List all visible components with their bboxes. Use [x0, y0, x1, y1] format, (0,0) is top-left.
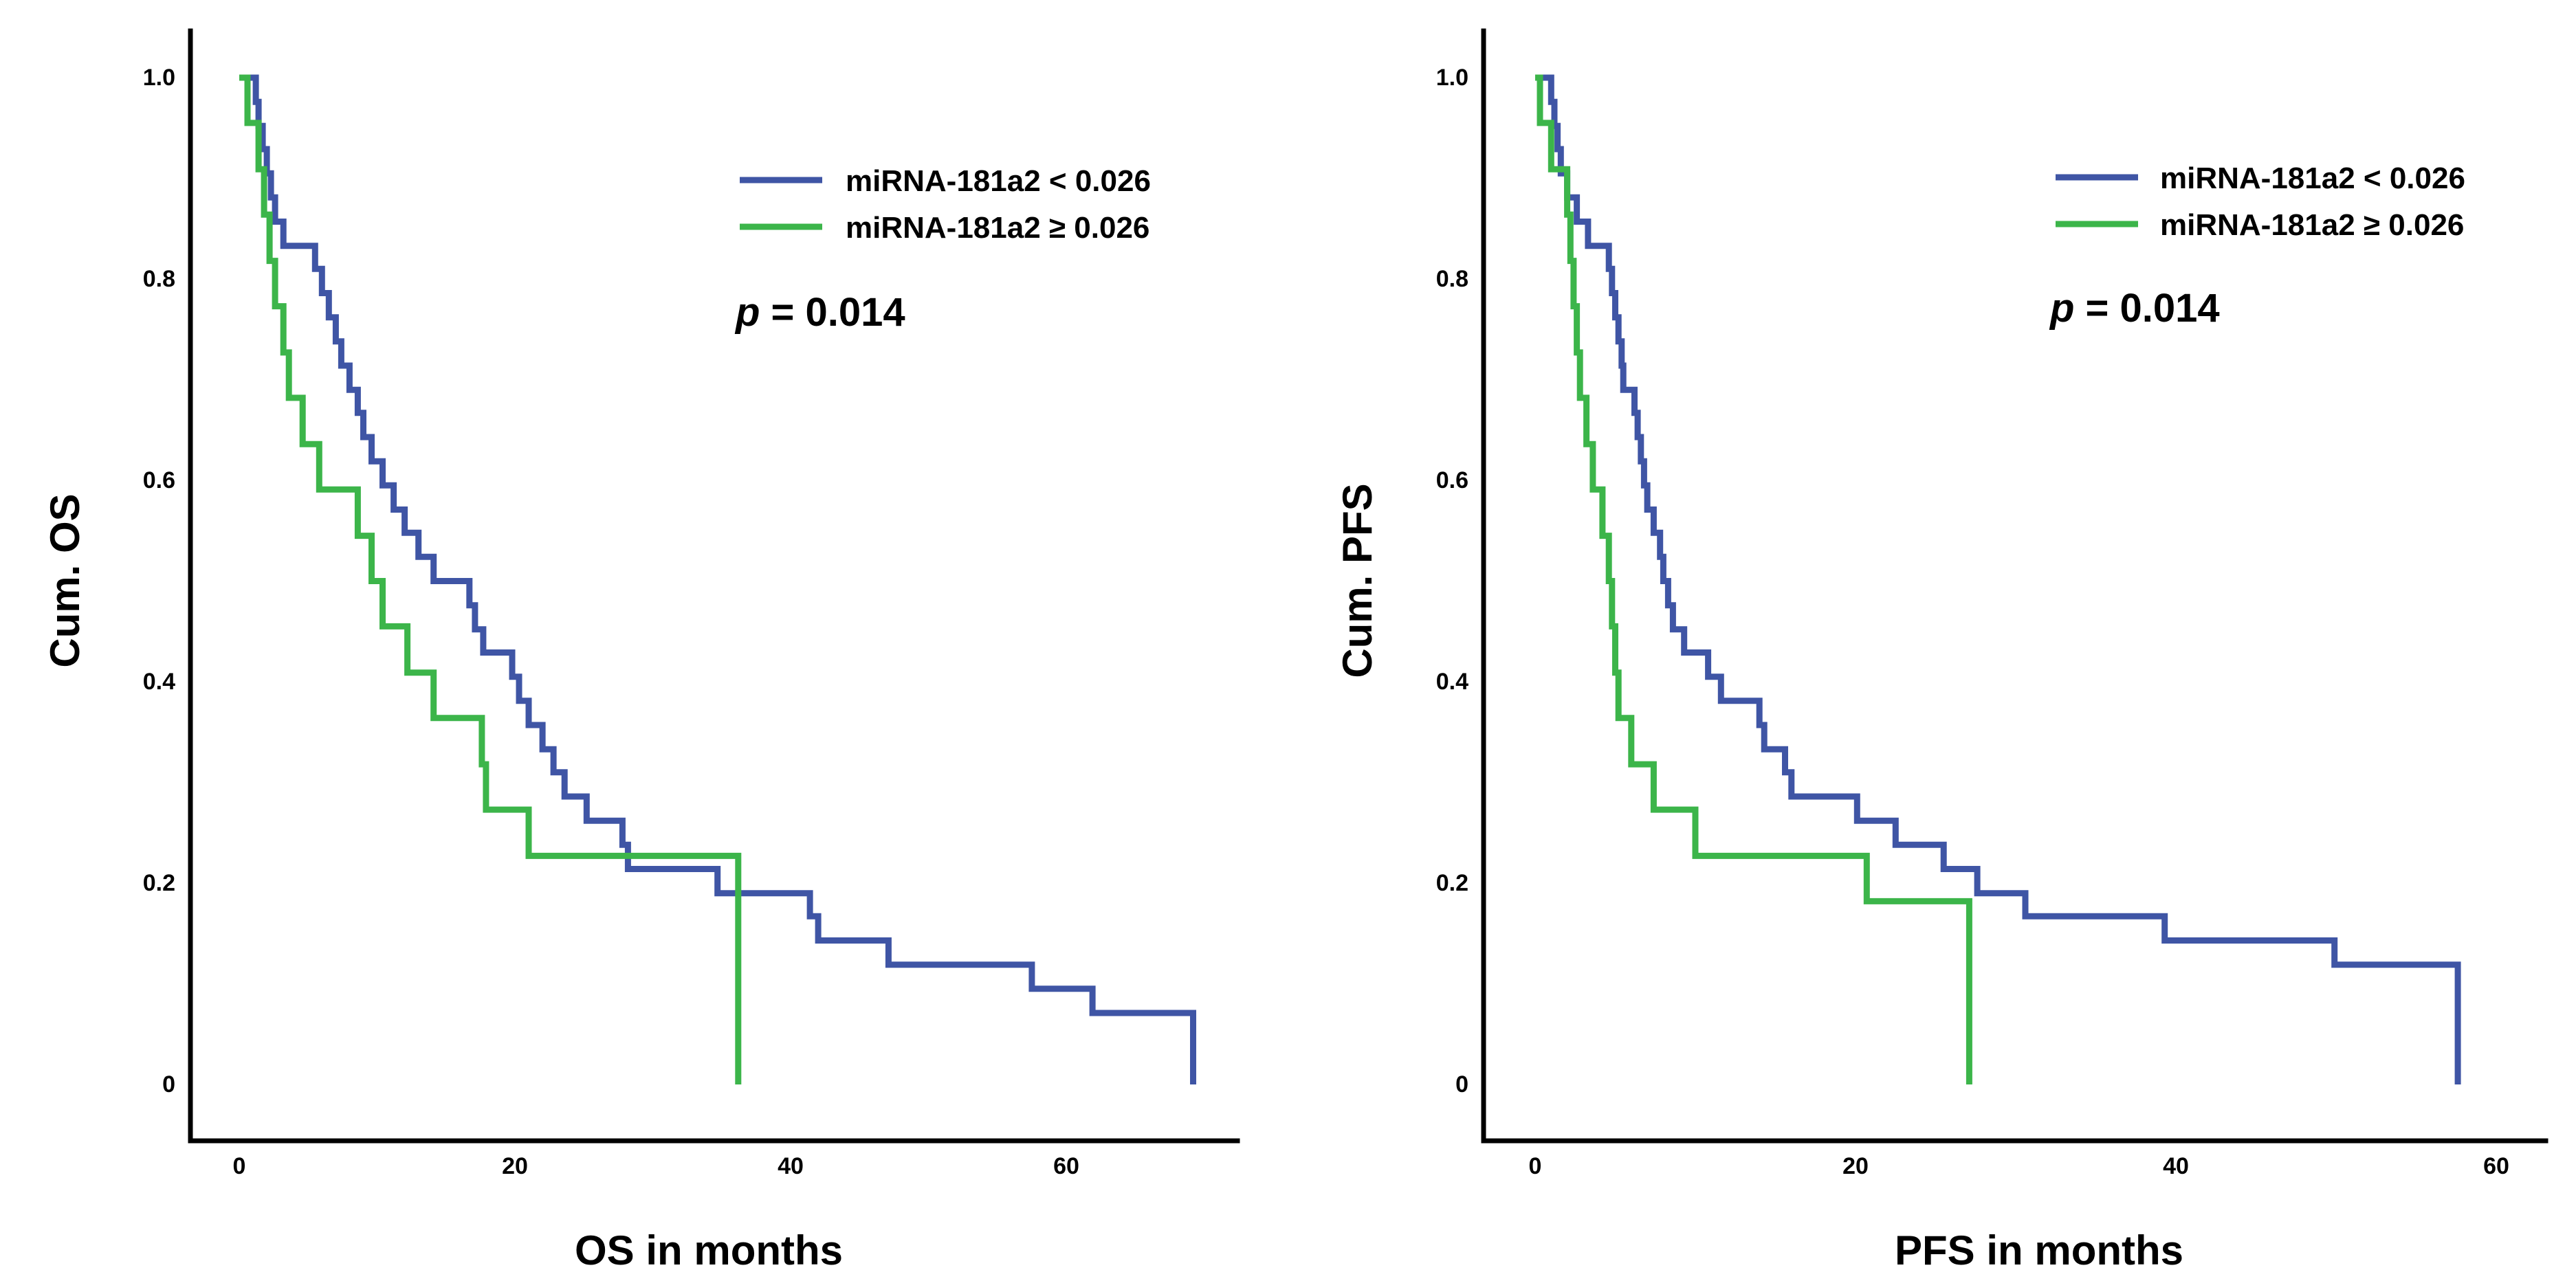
y-tick-label: 0 [1455, 1071, 1468, 1098]
p-value-annotation: p = 0.014 [734, 290, 905, 335]
km-panel-pfs: 0 0.2 0.4 0.6 0.8 1.0 0 20 40 60 PFS in … [1334, 28, 2549, 1273]
y-tick-label: 0.8 [143, 266, 175, 292]
legend-label-high: miRNA-181a2 ≥ 0.026 [2160, 208, 2464, 242]
y-tick-label: 0.4 [1436, 669, 1468, 695]
legend-label-low: miRNA-181a2 < 0.026 [846, 164, 1151, 198]
x-axis-title: OS in months [575, 1227, 843, 1273]
legend: miRNA-181a2 < 0.026 miRNA-181a2 ≥ 0.026 [2056, 161, 2465, 242]
y-axis-title: Cum. OS [42, 493, 88, 667]
x-tick-label: 20 [502, 1153, 528, 1179]
p-symbol: p [2049, 286, 2074, 331]
y-tick-label: 0.6 [1436, 467, 1468, 493]
p-symbol: p [734, 290, 760, 335]
y-tick-label: 1.0 [1436, 65, 1468, 91]
km-curve-low [239, 74, 1196, 1084]
p-value-text: = 0.014 [760, 290, 905, 335]
y-tick-label: 0.2 [143, 870, 175, 896]
y-tick-label: 0.4 [143, 669, 175, 695]
y-tick-label: 0.8 [1436, 266, 1468, 292]
y-axis-title: Cum. PFS [1334, 483, 1380, 678]
y-tick-label: 0.6 [143, 467, 175, 493]
y-tick-label: 1.0 [143, 65, 175, 91]
y-tick-label: 0.2 [1436, 870, 1468, 896]
series-group [239, 74, 1196, 1084]
km-curve-high [1535, 74, 1972, 1084]
x-axis-title: PFS in months [1895, 1227, 2183, 1273]
p-value-text: = 0.014 [2074, 286, 2219, 331]
x-tick-label: 0 [233, 1153, 246, 1179]
x-tick-label: 0 [1529, 1153, 1542, 1179]
x-tick-label: 20 [1842, 1153, 1869, 1179]
x-tick-labels: 0 20 40 60 [233, 1153, 1079, 1179]
x-tick-label: 40 [778, 1153, 804, 1179]
y-tick-labels: 0 0.2 0.4 0.6 0.8 1.0 [1436, 65, 1468, 1098]
x-tick-labels: 0 20 40 60 [1529, 1153, 2509, 1179]
y-tick-labels: 0 0.2 0.4 0.6 0.8 1.0 [143, 65, 175, 1098]
legend: miRNA-181a2 < 0.026 miRNA-181a2 ≥ 0.026 [740, 164, 1151, 245]
y-tick-label: 0 [162, 1071, 175, 1098]
km-panel-os: 0 0.2 0.4 0.6 0.8 1.0 0 20 40 60 OS in m… [42, 28, 1240, 1273]
series-group [1535, 74, 2461, 1084]
legend-label-high: miRNA-181a2 ≥ 0.026 [846, 211, 1149, 245]
legend-label-low: miRNA-181a2 < 0.026 [2160, 161, 2465, 195]
x-tick-label: 60 [1053, 1153, 1079, 1179]
x-tick-label: 60 [2483, 1153, 2509, 1179]
km-curve-low [1535, 74, 2461, 1084]
x-tick-label: 40 [2163, 1153, 2189, 1179]
km-curve-high [239, 74, 742, 1084]
p-value-annotation: p = 0.014 [2049, 286, 2220, 331]
